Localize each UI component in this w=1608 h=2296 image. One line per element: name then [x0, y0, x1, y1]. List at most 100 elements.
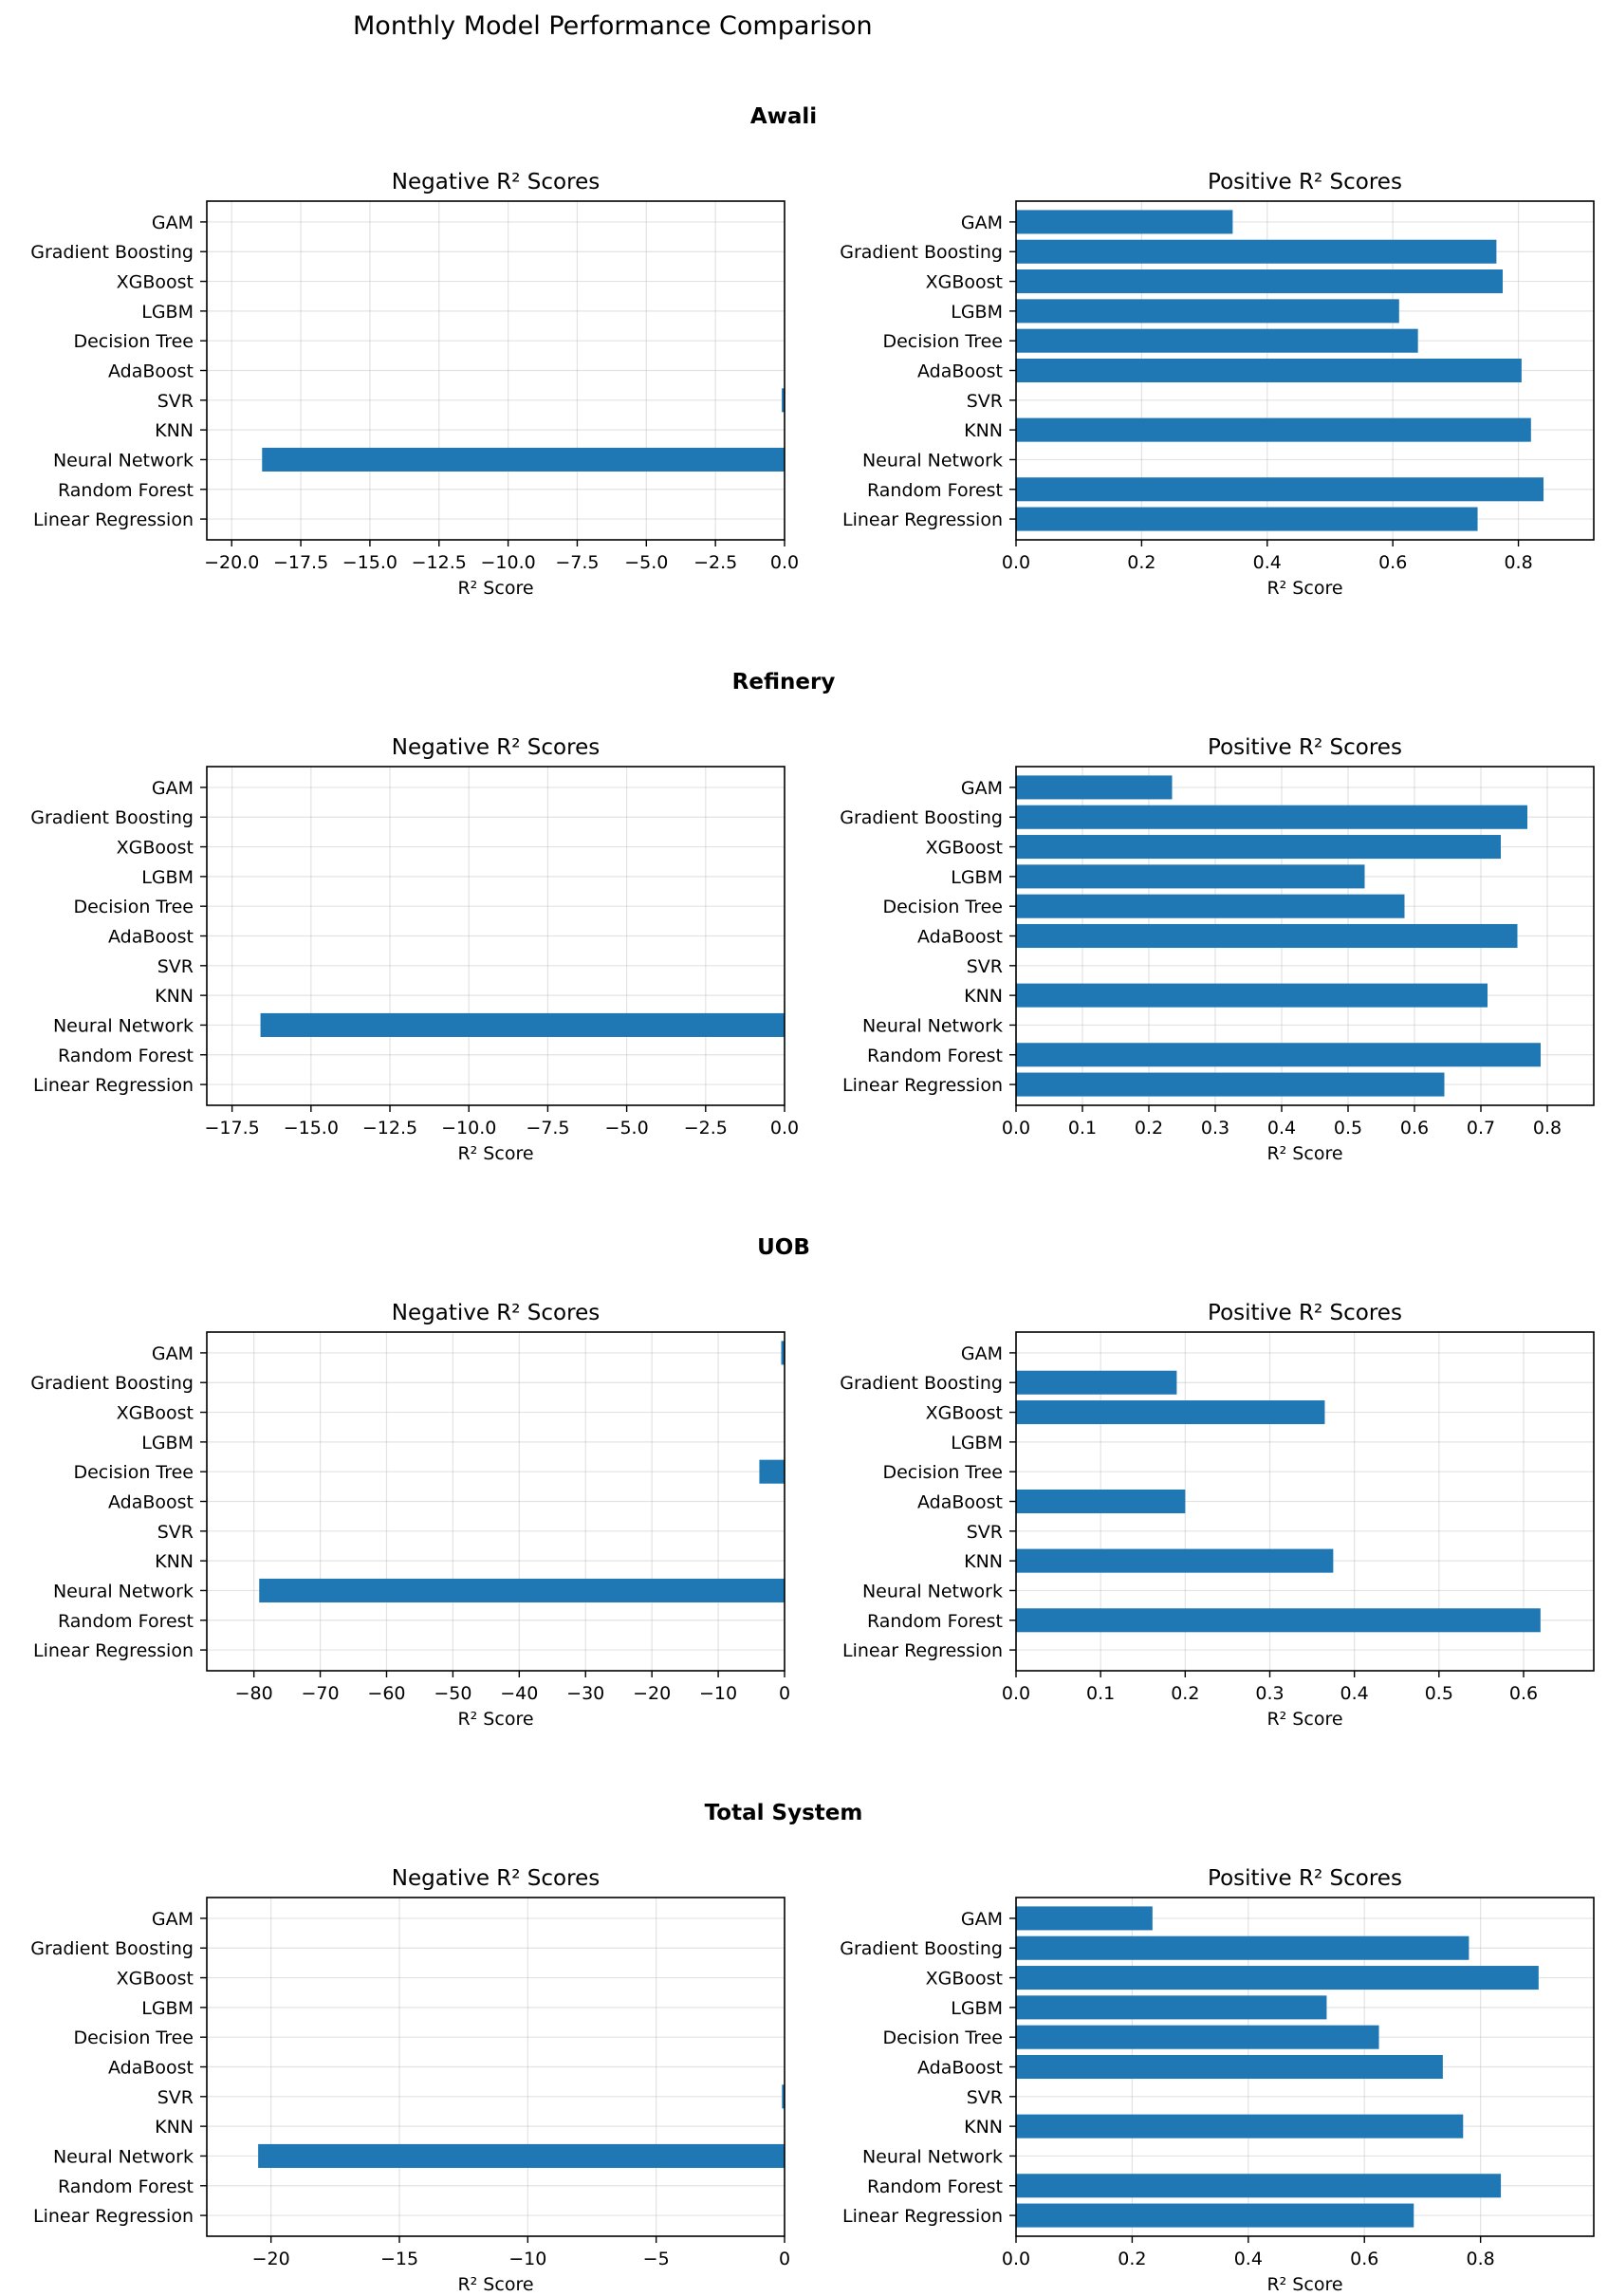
y-tick-label: AdaBoost: [917, 2058, 1003, 2079]
x-tick-label: 0.3: [1201, 1118, 1229, 1139]
y-tick-label: Random Forest: [867, 1611, 1003, 1632]
y-tick-label: LGBM: [951, 867, 1003, 888]
y-tick-label: Neural Network: [53, 1581, 194, 1602]
x-tick-label: 0.5: [1334, 1118, 1362, 1139]
bar-neural-network: [259, 1578, 785, 1602]
x-tick-label: −2.5: [693, 552, 737, 573]
y-tick-label: SVR: [967, 391, 1003, 412]
y-tick-label: KNN: [964, 1551, 1003, 1572]
y-tick-label: Gradient Boosting: [840, 807, 1003, 828]
y-tick-label: KNN: [155, 2117, 194, 2138]
section-title: UOB: [757, 1235, 810, 1260]
axes-title: Negative R² Scores: [392, 735, 600, 760]
x-tick-label: −15: [380, 2249, 418, 2269]
y-tick-label: KNN: [155, 420, 194, 441]
y-tick-label: GAM: [961, 1909, 1003, 1930]
x-tick-label: −2.5: [684, 1118, 728, 1139]
x-axis-label: R² Score: [457, 2274, 533, 2295]
x-tick-label: −20: [633, 1683, 671, 1704]
y-tick-label: KNN: [964, 986, 1003, 1007]
x-axis-label: R² Score: [457, 1143, 533, 1164]
figure-title: Monthly Model Performance Comparison: [353, 11, 873, 41]
negative-panel: Negative R² Scores GAM Gradient Boosting XG…: [30, 170, 799, 599]
bar-knn: [1016, 1548, 1334, 1573]
bar-knn: [1016, 2114, 1464, 2139]
x-axis-label: R² Score: [457, 1709, 533, 1730]
y-tick-label: XGBoost: [926, 272, 1003, 293]
y-tick-label: GAM: [152, 213, 194, 233]
x-tick-label: −5: [643, 2249, 670, 2269]
section-title: Refinery: [732, 670, 836, 694]
y-tick-label: GAM: [152, 778, 194, 799]
bar-gradient-boosting: [1016, 805, 1527, 829]
bar-xgboost: [1016, 269, 1504, 294]
x-tick-label: 0: [779, 2249, 790, 2269]
y-tick-label: AdaBoost: [108, 361, 194, 382]
bar-svr: [782, 2084, 785, 2109]
y-tick-label: Decision Tree: [73, 897, 194, 917]
y-tick-label: Decision Tree: [73, 1462, 194, 1483]
y-tick-label: Decision Tree: [882, 2028, 1003, 2048]
y-tick-label: KNN: [155, 1551, 194, 1572]
y-tick-label: Random Forest: [867, 1046, 1003, 1066]
x-tick-label: 0.2: [1127, 552, 1155, 573]
y-tick-label: Neural Network: [53, 2146, 194, 2167]
axes-title: Positive R² Scores: [1208, 1866, 1402, 1891]
y-tick-label: Linear Regression: [842, 1640, 1003, 1661]
x-tick-label: −10.0: [480, 552, 535, 573]
x-tick-label: 0.4: [1234, 2249, 1263, 2269]
y-tick-label: SVR: [157, 956, 194, 977]
x-tick-label: 0.0: [1002, 2249, 1030, 2269]
x-tick-label: −5.0: [605, 1118, 649, 1139]
y-tick-label: AdaBoost: [917, 361, 1003, 382]
y-tick-label: SVR: [157, 391, 194, 412]
axes-title: Positive R² Scores: [1208, 735, 1402, 760]
y-tick-label: GAM: [152, 1343, 194, 1364]
bar-lgbm: [1016, 1995, 1327, 2020]
negative-panel: Negative R² Scores GAM Gradient Boosting XG…: [30, 1301, 790, 1730]
y-tick-label: Gradient Boosting: [30, 1938, 194, 1959]
y-tick-label: Linear Regression: [842, 1075, 1003, 1096]
axes-title: Negative R² Scores: [392, 1301, 600, 1325]
x-tick-label: 0.0: [1002, 1118, 1030, 1139]
x-tick-label: 0.6: [1509, 1683, 1538, 1704]
bar-gam: [1016, 1906, 1153, 1931]
x-tick-label: 0.6: [1350, 2249, 1378, 2269]
x-axis-label: R² Score: [1266, 1143, 1342, 1164]
section-total-system: Total System Negative R² Scores GAM Gradien…: [30, 1801, 1595, 2295]
bar-gradient-boosting: [1016, 239, 1497, 264]
y-tick-label: Random Forest: [867, 2176, 1003, 2197]
x-axis-label: R² Score: [457, 578, 533, 599]
section-title: Total System: [705, 1801, 863, 1825]
bar-lgbm: [1016, 864, 1365, 889]
x-tick-label: −20.0: [204, 552, 259, 573]
y-tick-label: LGBM: [951, 1433, 1003, 1454]
y-tick-label: AdaBoost: [108, 927, 194, 948]
x-tick-label: −15.0: [284, 1118, 339, 1139]
bar-neural-network: [260, 1012, 786, 1037]
y-tick-label: Gradient Boosting: [840, 1938, 1003, 1959]
y-tick-label: AdaBoost: [108, 1492, 194, 1513]
x-tick-label: 0.3: [1255, 1683, 1284, 1704]
y-tick-label: Random Forest: [58, 480, 194, 501]
positive-panel: Positive R² Scores GAM Gradient Boosting XG…: [840, 1866, 1595, 2295]
y-tick-label: Gradient Boosting: [30, 1373, 194, 1394]
y-tick-label: Decision Tree: [73, 331, 194, 352]
bar-lgbm: [1016, 299, 1399, 324]
bar-adaboost: [1016, 358, 1522, 383]
y-tick-label: Neural Network: [862, 1581, 1003, 1602]
bar-svr: [782, 388, 785, 413]
bar-decision-tree: [1016, 894, 1405, 918]
bar-random-forest: [1016, 477, 1544, 502]
x-tick-label: −12.5: [362, 1118, 417, 1139]
y-tick-label: Random Forest: [58, 1611, 194, 1632]
x-tick-label: −70: [302, 1683, 340, 1704]
y-tick-label: XGBoost: [117, 838, 194, 859]
y-tick-label: LGBM: [141, 867, 194, 888]
y-tick-label: LGBM: [951, 1998, 1003, 2019]
bar-xgboost: [1016, 1400, 1325, 1425]
negative-panel: Negative R² Scores GAM Gradient Boosting XG…: [30, 1866, 790, 2295]
bar-xgboost: [1016, 835, 1501, 860]
bar-gradient-boosting: [1016, 1370, 1177, 1395]
y-tick-label: Gradient Boosting: [840, 1373, 1003, 1394]
